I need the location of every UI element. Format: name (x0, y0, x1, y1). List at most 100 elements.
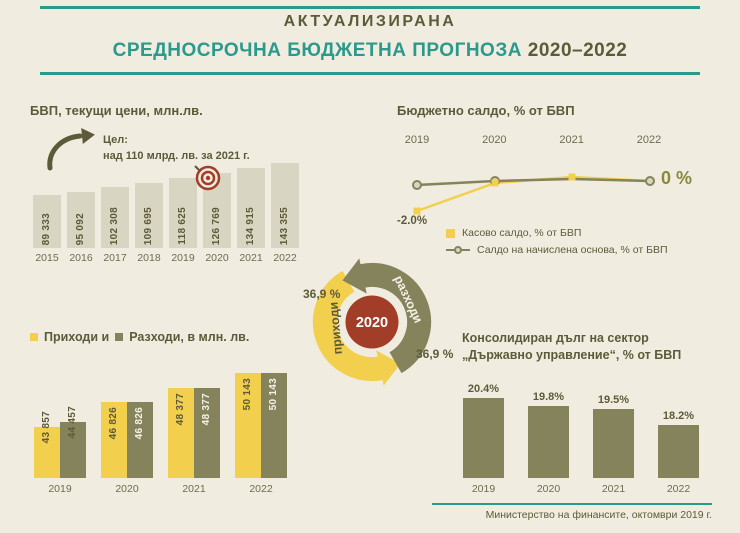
revenue-bar-value: 43 857 (41, 410, 52, 443)
revexp-group-2020: 46 826 46 826 (101, 402, 153, 478)
revenue-expense-cycle-diagram: приходи разходи 2020 (312, 258, 432, 386)
debt-col: 19.8% (528, 391, 569, 478)
debt-title-line2: „Държавно управление“, % от БВП (462, 347, 682, 362)
gdp-bar-value: 109 695 (143, 206, 154, 245)
debt-bar (658, 425, 699, 478)
balance-zero-label: 0 % (661, 168, 693, 188)
debt-bar-value: 19.5% (597, 394, 630, 406)
expense-pct-label: 36,9 % (416, 347, 454, 361)
expense-bar: 50 143 (261, 373, 287, 478)
gdp-bar-value: 134 915 (245, 206, 256, 245)
revenue-pct-label: 36,9 % (303, 287, 341, 301)
debt-bar-value: 20.4% (467, 383, 500, 395)
revexp-year: 2019 (48, 483, 72, 495)
debt-col: 18.2% (658, 410, 699, 478)
revexp-bar-chart: 43 857 44 457 46 826 46 826 48 377 48 37… (34, 373, 289, 478)
debt-year: 2019 (471, 483, 496, 495)
balance-year: 2022 (636, 134, 662, 146)
gdp-bar-value: 89 333 (41, 212, 52, 245)
expense-bar-value: 44 457 (67, 405, 78, 438)
revexp-group-2022: 50 143 50 143 (235, 373, 287, 478)
header-line2: СРЕДНОСРОЧНА БЮДЖЕТНА ПРОГНОЗА 2020–2022 (0, 40, 740, 62)
debt-bar-value: 19.8% (532, 391, 565, 403)
gdp-bar: 109 695 (135, 183, 163, 248)
gdp-bar: 89 333 (33, 195, 61, 248)
gdp-year: 2017 (103, 252, 127, 264)
revenue-bar: 43 857 (34, 411, 60, 478)
debt-bar (528, 406, 569, 478)
revexp-year: 2020 (115, 483, 139, 495)
gdp-bar-value: 118 625 (177, 207, 188, 245)
balance-year: 2020 (482, 134, 507, 146)
debt-year: 2020 (536, 483, 561, 495)
revenue-bar: 48 377 (168, 388, 194, 478)
footer-rule (432, 503, 712, 505)
debt-year: 2021 (601, 483, 626, 495)
debt-bar-chart: 20.4% 19.8% 19.5% 18.2% (463, 368, 713, 478)
source-attribution: Министерство на финансите, октомври 2019… (485, 509, 712, 521)
legend-cash-label: Касово салдо, % от БВП (462, 227, 582, 239)
gdp-bar: 118 625 (169, 178, 197, 248)
cycle-year-circle (345, 295, 399, 349)
debt-years: 2019 2020 2021 2022 (463, 483, 713, 495)
expense-bar-value: 50 143 (268, 378, 279, 411)
legend-accrual-label: Салдо на начислена основа, % от БВП (477, 244, 668, 256)
debt-chart-title: Консолидиран дълг на сектор „Държавно уп… (462, 330, 681, 364)
accrual-dot-icon (454, 246, 462, 254)
revenue-arrowhead-icon (376, 350, 401, 386)
growth-arrow-icon (47, 128, 95, 171)
gdp-goal-text: над 110 млрд. лв. за 2021 г. (103, 149, 250, 162)
gdp-year: 2022 (273, 252, 297, 264)
balance-legend: Касово салдо, % от БВП Салдо на начислен… (446, 227, 668, 261)
debt-title-line1: Консолидиран дълг на сектор (462, 331, 649, 345)
revenue-bullet-icon (30, 333, 38, 341)
gdp-bar-value: 95 092 (75, 212, 86, 245)
debt-bar (463, 398, 504, 478)
expense-bar: 44 457 (60, 406, 86, 478)
gdp-bar: 134 915 (237, 168, 265, 248)
gdp-goal-label: Цел: (103, 134, 128, 146)
revenue-bar-value: 50 143 (242, 378, 253, 411)
revexp-chart-title: Приходи и Разходи, в млн. лв. (30, 330, 249, 344)
expense-bar: 46 826 (127, 402, 153, 478)
gdp-chart-title: БВП, текущи цени, млн.лв. (30, 103, 203, 118)
accrual-line-marker-icon (446, 246, 470, 254)
target-icon (194, 165, 221, 191)
gdp-bar-value: 126 769 (211, 206, 222, 245)
header-rule-bottom (40, 72, 700, 75)
debt-year: 2022 (666, 483, 691, 495)
expense-bar-value: 46 826 (134, 407, 145, 440)
expense-bullet-icon (115, 333, 124, 341)
revexp-group-2019: 43 857 44 457 (34, 406, 86, 478)
cycle-revenue-label: приходи (326, 301, 345, 355)
revenue-bar-value: 48 377 (175, 393, 186, 426)
debt-col: 20.4% (463, 383, 504, 478)
gdp-bar-value: 143 355 (279, 206, 290, 245)
balance-chart-title: Бюджетно салдо, % от БВП (397, 103, 575, 118)
gdp-year: 2020 (205, 252, 229, 264)
gdp-goal: Цел: над 110 млрд. лв. за 2021 г. (103, 133, 250, 165)
debt-col: 19.5% (593, 394, 634, 478)
revexp-years: 2019 2020 2021 2022 (34, 483, 289, 495)
revenue-bar: 50 143 (235, 373, 261, 478)
balance-year: 2019 (404, 134, 430, 146)
gdp-year: 2021 (239, 252, 263, 264)
legend-row-cash: Касово салдо, % от БВП (446, 227, 668, 239)
revenue-bar: 46 826 (101, 402, 127, 478)
header-rule-top (40, 6, 700, 9)
revexp-title-expense: Разходи, в млн. лв. (129, 330, 250, 344)
revexp-year: 2022 (249, 483, 273, 495)
expense-arrowhead-icon (342, 258, 367, 294)
cycle-year-label: 2020 (356, 315, 388, 331)
gdp-bar-value: 102 308 (109, 206, 120, 245)
balance-negative-label: -2.0% (397, 215, 428, 227)
gdp-year: 2015 (35, 252, 59, 264)
debt-bar-value: 18.2% (662, 410, 695, 422)
balance-year: 2021 (559, 134, 584, 146)
revexp-title-revenue: Приходи и (44, 330, 110, 344)
header-line1: АКТУАЛИЗИРАНА (283, 13, 457, 30)
revenue-bar-value: 46 826 (108, 407, 119, 440)
header-line2-years: 2020–2022 (527, 40, 628, 61)
gdp-bar: 95 092 (67, 192, 95, 248)
